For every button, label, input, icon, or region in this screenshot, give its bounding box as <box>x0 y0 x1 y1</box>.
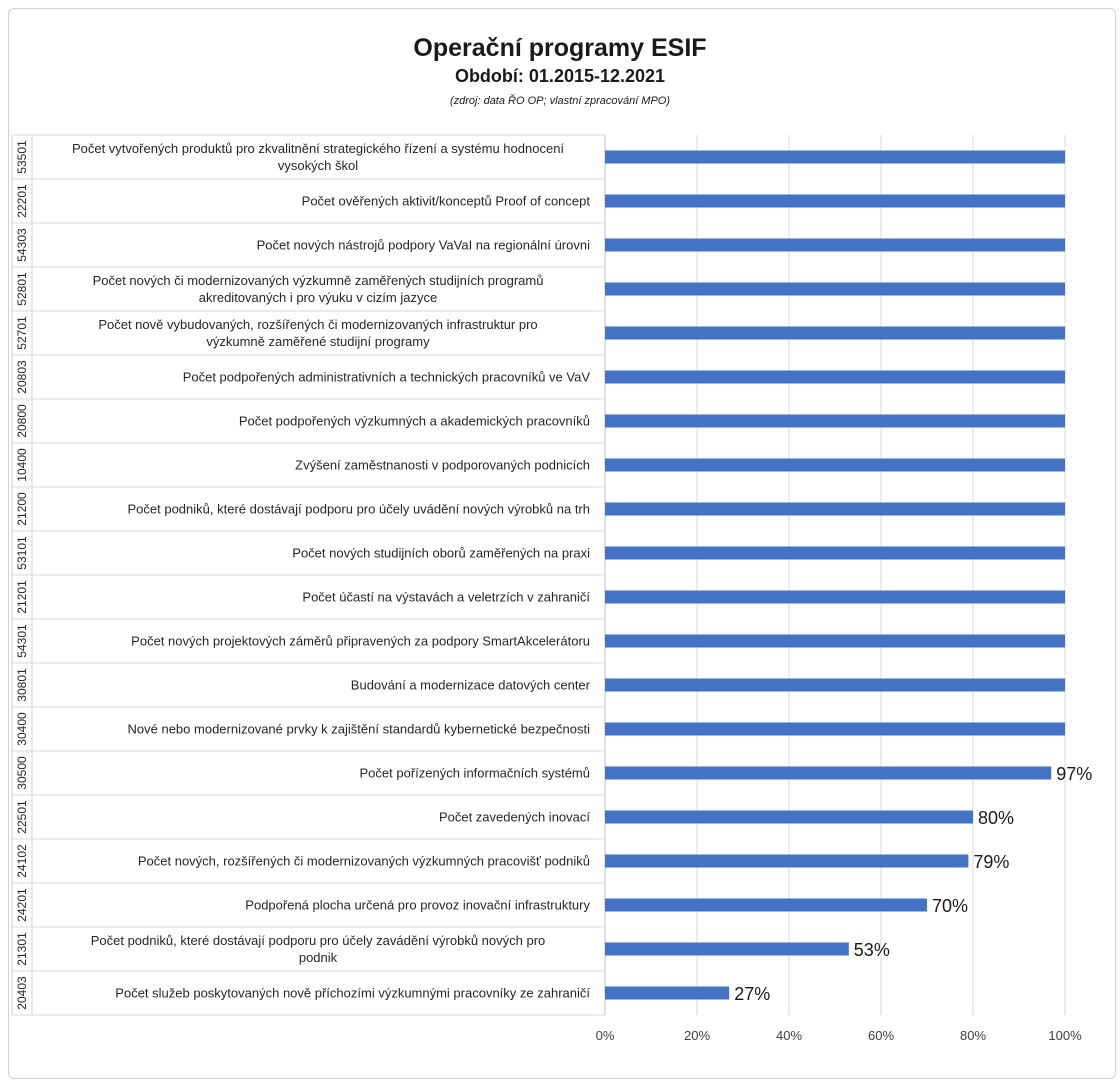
chart-frame <box>8 8 1116 1079</box>
category-code: 24102 <box>15 844 29 878</box>
chart-source: (zdroj: data ŘO OP; vlastní zpracování M… <box>449 95 671 107</box>
category-code: 10400 <box>15 448 29 482</box>
category-label: Počet podniků, které dostávají podporu p… <box>91 933 546 948</box>
category-code: 21200 <box>15 492 29 526</box>
category-label: Budování a modernizace datových center <box>351 678 591 693</box>
data-label: 79% <box>973 852 1009 872</box>
category-label: Počet ověřených aktivit/konceptů Proof o… <box>302 194 591 209</box>
data-label: 53% <box>854 940 890 960</box>
category-code: 20803 <box>15 360 29 394</box>
category-code: 20403 <box>15 976 29 1010</box>
category-code: 24201 <box>15 888 29 922</box>
bar <box>605 590 1065 604</box>
category-label: podnik <box>299 950 338 965</box>
data-label: 97% <box>1056 764 1092 784</box>
category-code: 53101 <box>15 536 29 570</box>
bar <box>605 854 969 868</box>
category-code: 54303 <box>15 228 29 262</box>
bar <box>605 326 1065 340</box>
category-label: Počet nově vybudovaných, rozšířených či … <box>98 317 537 332</box>
category-label: Zvýšení zaměstnanosti v podporovaných po… <box>295 458 590 473</box>
bar <box>605 634 1065 648</box>
bar <box>605 546 1065 560</box>
chart-subtitle: Období: 01.2015-12.2021 <box>454 66 666 86</box>
category-label: Počet podpořených administrativních a te… <box>183 370 591 385</box>
bar <box>605 194 1065 208</box>
category-label: Počet pořízených informačních systémů <box>360 766 591 781</box>
category-label: Počet podpořených výzkumných a akademick… <box>239 414 590 429</box>
category-label: Počet účastí na výstavách a veletrzích v… <box>302 590 590 605</box>
category-label: Počet nových či modernizovaných výzkumně… <box>93 273 544 288</box>
bar <box>605 722 1065 736</box>
x-tick-label: 60% <box>868 1028 894 1043</box>
bar <box>605 766 1052 780</box>
category-code: 21301 <box>15 932 29 966</box>
category-label: Počet nových nástrojů podpory VaVaI na r… <box>257 238 591 253</box>
category-label: Počet nových studijních oborů zaměřených… <box>292 546 590 561</box>
data-label: 27% <box>734 984 770 1004</box>
category-code: 52701 <box>15 316 29 350</box>
category-label: Nové nebo modernizované prvky k zajištěn… <box>128 722 591 737</box>
category-code: 52801 <box>15 272 29 306</box>
category-label: Počet nových, rozšířených či modernizova… <box>138 854 590 869</box>
x-tick-label: 40% <box>776 1028 802 1043</box>
bar <box>605 238 1065 252</box>
category-label: Počet nových projektových záměrů připrav… <box>131 634 590 649</box>
data-label: 80% <box>978 808 1014 828</box>
category-code: 30400 <box>15 712 29 746</box>
category-code: 21201 <box>15 580 29 614</box>
x-tick-label: 20% <box>684 1028 710 1043</box>
category-code: 30801 <box>15 668 29 702</box>
bar <box>605 150 1065 164</box>
bar <box>605 458 1065 472</box>
x-tick-label: 80% <box>960 1028 986 1043</box>
category-label: výzkumně zaměřené studijní programy <box>206 334 430 349</box>
bar <box>605 370 1065 384</box>
category-label: vysokých škol <box>278 158 358 173</box>
bar <box>605 282 1065 296</box>
category-code: 53501 <box>15 140 29 174</box>
category-label: Počet vytvořených produktů pro zkvalitně… <box>72 141 564 156</box>
bar <box>605 810 973 824</box>
bar <box>605 942 849 956</box>
category-label: Počet zavedených inovací <box>439 810 590 825</box>
chart-title: Operační programy ESIF <box>413 34 707 62</box>
bar <box>605 898 927 912</box>
data-label: 70% <box>932 896 968 916</box>
category-code: 54301 <box>15 624 29 658</box>
category-label: akreditovaných i pro výuku v cizím jazyc… <box>199 290 437 305</box>
category-code: 20800 <box>15 404 29 438</box>
bar <box>605 502 1065 516</box>
x-tick-label: 100% <box>1048 1028 1082 1043</box>
category-label: Počet služeb poskytovaných nově příchozí… <box>115 986 590 1001</box>
category-label: Podpořená plocha určená pro provoz inova… <box>245 898 590 913</box>
bar <box>605 414 1065 428</box>
x-tick-label: 0% <box>596 1028 615 1043</box>
category-code: 22201 <box>15 184 29 218</box>
category-code: 22501 <box>15 800 29 834</box>
category-code: 30500 <box>15 756 29 790</box>
category-label: Počet podniků, které dostávají podporu p… <box>127 502 590 517</box>
bar <box>605 986 730 1000</box>
bar <box>605 678 1065 692</box>
